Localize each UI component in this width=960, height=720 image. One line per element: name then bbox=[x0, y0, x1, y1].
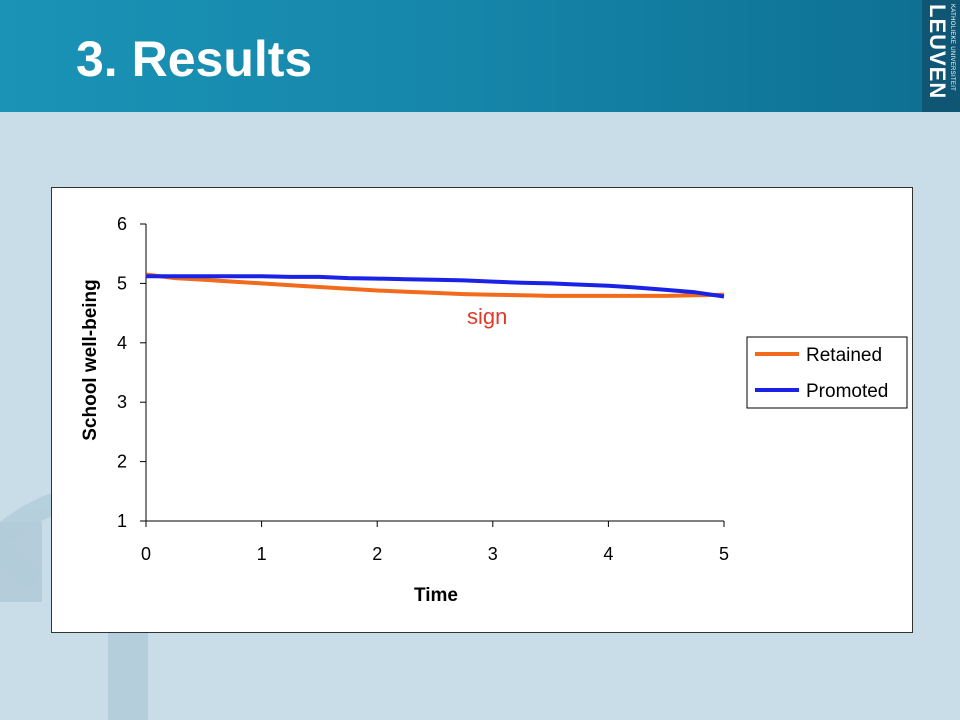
x-tick-label: 3 bbox=[488, 544, 498, 564]
plot-axes bbox=[145, 224, 724, 522]
x-tick-label: 2 bbox=[372, 544, 382, 564]
x-tick-label: 0 bbox=[141, 544, 151, 564]
university-logo: KATHOLIEKE UNIVERSITEIT LEUVEN bbox=[922, 0, 960, 112]
logo-wordmark: LEUVEN bbox=[925, 4, 951, 100]
x-axis-label: Time bbox=[414, 585, 458, 606]
y-tick-label: 2 bbox=[117, 452, 127, 472]
y-tick-label: 6 bbox=[117, 214, 127, 234]
y-axis: 1 2 3 4 5 6 bbox=[117, 214, 146, 531]
series-line-promoted bbox=[146, 274, 725, 299]
x-tick-label: 1 bbox=[257, 544, 267, 564]
y-axis-label: School well-being bbox=[80, 279, 101, 441]
x-axis: 0 1 2 3 4 5 bbox=[141, 521, 729, 564]
y-tick-label: 5 bbox=[117, 273, 127, 293]
y-tick-label: 3 bbox=[117, 392, 127, 412]
y-tick-label: 4 bbox=[117, 333, 127, 353]
slide-header: 3. Results KATHOLIEKE UNIVERSITEIT LEUVE… bbox=[0, 0, 960, 112]
x-tick-label: 5 bbox=[719, 544, 729, 564]
legend: Retained Promoted bbox=[746, 336, 908, 409]
y-tick-label: 1 bbox=[117, 511, 127, 531]
series-line-retained bbox=[145, 272, 725, 298]
x-tick-label: 4 bbox=[603, 544, 613, 564]
significance-annotation: sign bbox=[467, 304, 507, 329]
legend-label-retained: Retained bbox=[806, 345, 882, 366]
legend-label-promoted: Promoted bbox=[806, 381, 888, 402]
slide-title: 3. Results bbox=[76, 31, 313, 87]
series-lines bbox=[145, 272, 725, 299]
